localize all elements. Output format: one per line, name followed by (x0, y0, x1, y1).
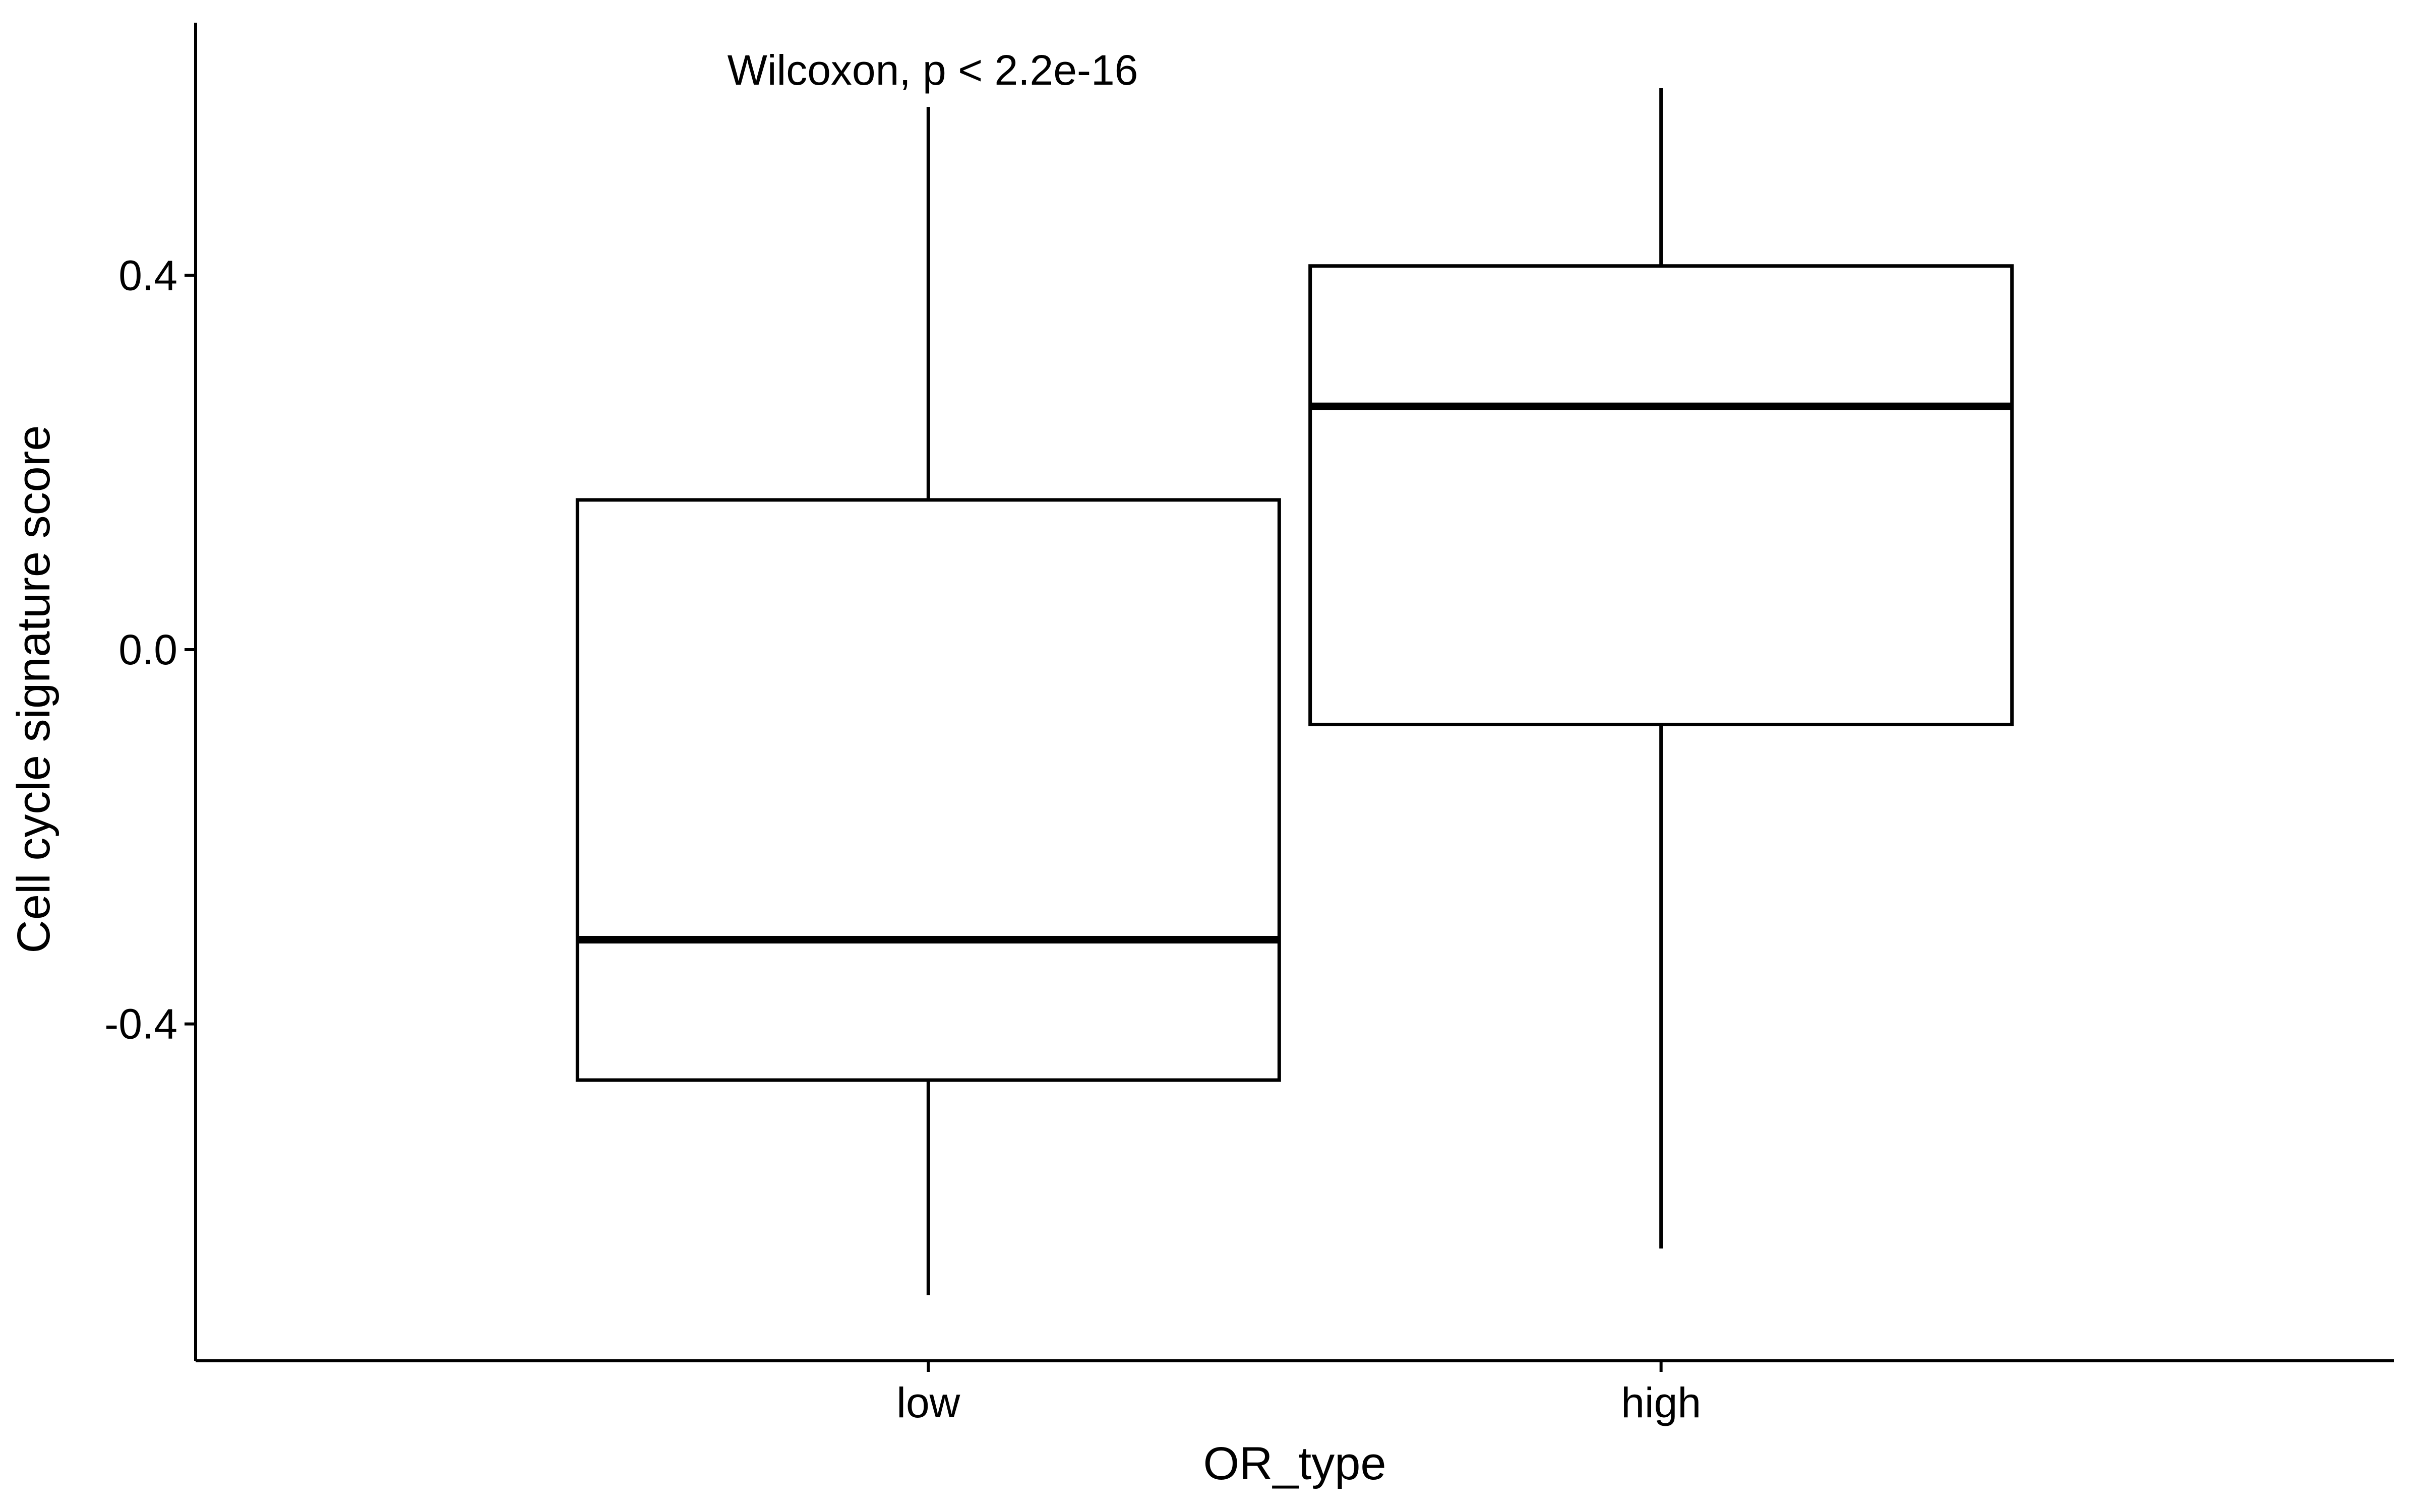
axes-layer (185, 23, 2394, 1372)
x-tick-label-high: high (1621, 1379, 1701, 1426)
y-tick-label: 0.4 (118, 251, 177, 299)
wilcoxon-annotation: Wilcoxon, p < 2.2e-16 (728, 46, 1138, 94)
iqr-box-low (575, 498, 1281, 1082)
box-low (575, 107, 1281, 1296)
labels-layer: -0.4 0.0 0.4 low high (104, 251, 1701, 1426)
x-axis-title: OR_type (1203, 1438, 1386, 1489)
iqr-box-high (1308, 264, 2014, 726)
y-axis-title: Cell cycle signature score (8, 425, 59, 953)
box-high (1308, 88, 2014, 1249)
y-tick-label: -0.4 (104, 1000, 177, 1048)
x-tick-label-low: low (896, 1379, 960, 1426)
boxes-layer (575, 88, 2014, 1296)
y-tick-label: 0.0 (118, 626, 177, 673)
